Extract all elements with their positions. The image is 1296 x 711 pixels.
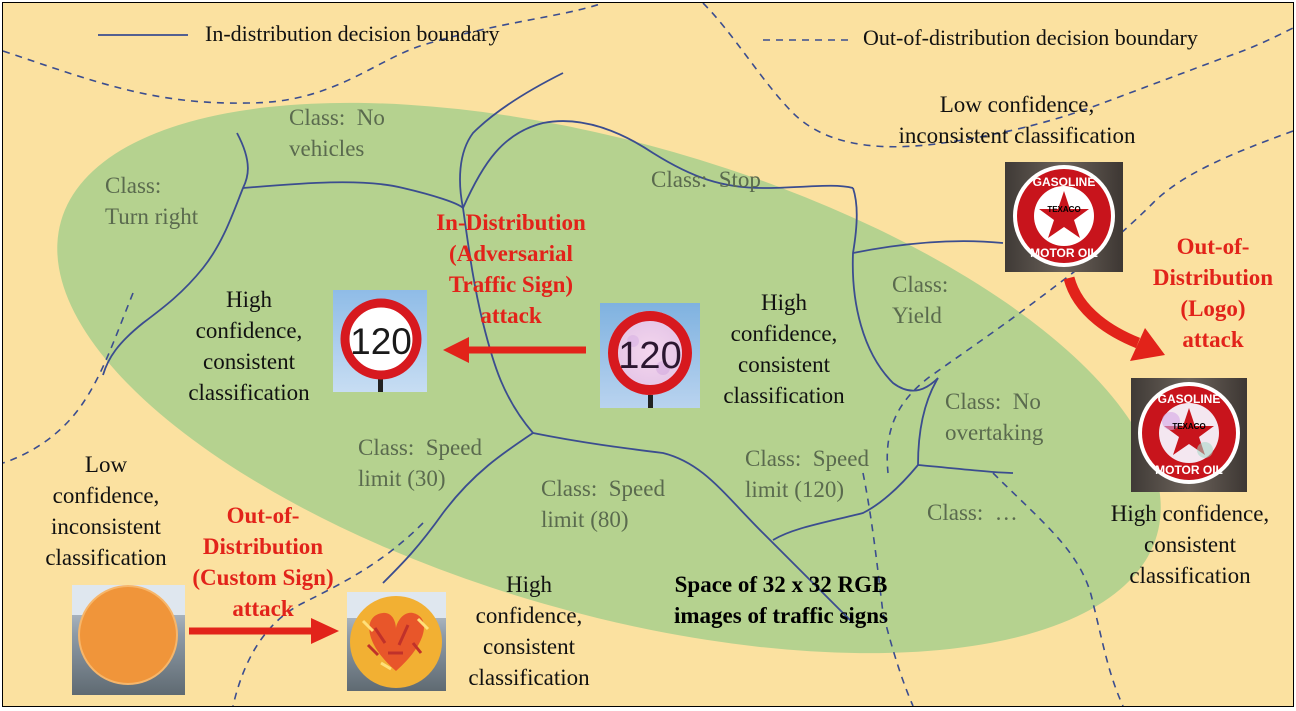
attack-label-in-distribution: In-Distribution (Adversarial Traffic Sig… <box>436 210 586 328</box>
logo-arrow <box>1063 276 1141 349</box>
id-boundary-line <box>772 377 939 541</box>
id-boundary-line <box>459 72 564 434</box>
id-boundary-line <box>382 432 534 584</box>
class-label-speed-30: Class: Speed limit (30) <box>358 435 482 491</box>
outcome-high-middle: High confidence, consistent classificati… <box>723 290 845 408</box>
class-label-stop: Class: Stop <box>651 167 761 192</box>
outcome-low-logo: Low confidence, inconsistent classificat… <box>898 92 1136 148</box>
ood-boundary-line <box>862 472 914 706</box>
outcome-high-bottom: High confidence, consistent classificati… <box>468 572 590 690</box>
in-distribution-arrowhead <box>443 337 469 363</box>
ood-boundary-line <box>3 3 604 104</box>
custom-sign-arrowhead <box>311 618 339 644</box>
texaco-logo-original-top: GASOLINE <box>1033 175 1096 189</box>
attack-arrows <box>189 276 1165 644</box>
ood-boundary-line <box>992 472 1124 706</box>
legend-out-of-distribution: Out-of-distribution decision boundary <box>863 25 1198 50</box>
id-boundary-line <box>917 464 1014 474</box>
class-label-yield: Class: Yield <box>892 272 949 328</box>
ood-boundaries <box>3 3 1293 706</box>
outcome-high-left: High confidence, consistent classificati… <box>188 287 310 405</box>
texaco-logo-adversarial <box>1131 378 1247 492</box>
ood-boundary-line <box>702 3 1293 148</box>
id-boundary-line <box>532 432 854 624</box>
texaco-logo-adversarial-middle: TEXACO <box>1172 422 1205 431</box>
class-label-other: Class: … <box>927 500 1018 525</box>
texaco-logo-original-bottom: MOTOR OIL <box>1030 246 1098 260</box>
id-boundary-line <box>462 120 854 209</box>
id-boundary-line <box>852 240 1004 254</box>
texaco-logo-original-middle: TEXACO <box>1047 205 1080 214</box>
input-space-label: Space of 32 x 32 RGB images of traffic s… <box>674 572 888 628</box>
class-label-no-vehicles: Class: No vehicles <box>289 105 385 161</box>
boundary-layer: 120 120 GASOLINE TEXACO MOTOR OIL GASOLI… <box>3 3 1293 706</box>
custom-sign-original <box>72 585 185 695</box>
speed-sign-clean-value: 120 <box>350 321 412 362</box>
texaco-logo-original <box>1005 162 1123 272</box>
attack-label-logo: Out-of- Distribution (Logo) attack <box>1152 234 1274 352</box>
ood-boundary-line <box>232 522 424 706</box>
speed-sign-adversarial <box>600 303 700 408</box>
legend-in-distribution: In-distribution decision boundary <box>205 21 500 46</box>
id-boundaries <box>102 72 1014 624</box>
texaco-logo-adversarial-bottom: MOTOR OIL <box>1155 463 1223 477</box>
logo-arrowhead <box>1130 328 1165 361</box>
id-boundary-line <box>102 132 249 376</box>
outcome-low-custom: Low confidence, inconsistent classificat… <box>45 452 167 570</box>
texaco-logo-adversarial-top: GASOLINE <box>1158 392 1221 406</box>
attack-label-custom-sign: Out-of- Distribution (Custom Sign) attac… <box>192 503 334 621</box>
class-label-no-overtaking: Class: No overtaking <box>945 389 1044 445</box>
id-boundary-line <box>851 187 939 392</box>
custom-sign-adversarial <box>347 592 446 691</box>
class-label-speed-80: Class: Speed limit (80) <box>541 476 665 532</box>
outcome-high-logo: High confidence, consistent classificati… <box>1110 501 1270 588</box>
speed-sign-clean <box>333 290 427 392</box>
id-boundary-line <box>242 181 464 209</box>
ood-boundary-line <box>3 292 134 464</box>
speed-sign-adversarial-value: 120 <box>618 335 681 377</box>
class-label-speed-120: Class: Speed limit (120) <box>745 446 869 502</box>
class-label-turn-right: Class: Turn right <box>105 173 199 229</box>
